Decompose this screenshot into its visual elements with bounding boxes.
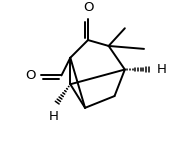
- Text: H: H: [156, 63, 166, 76]
- Text: O: O: [25, 69, 36, 82]
- Text: O: O: [83, 1, 93, 14]
- Text: H: H: [49, 110, 59, 123]
